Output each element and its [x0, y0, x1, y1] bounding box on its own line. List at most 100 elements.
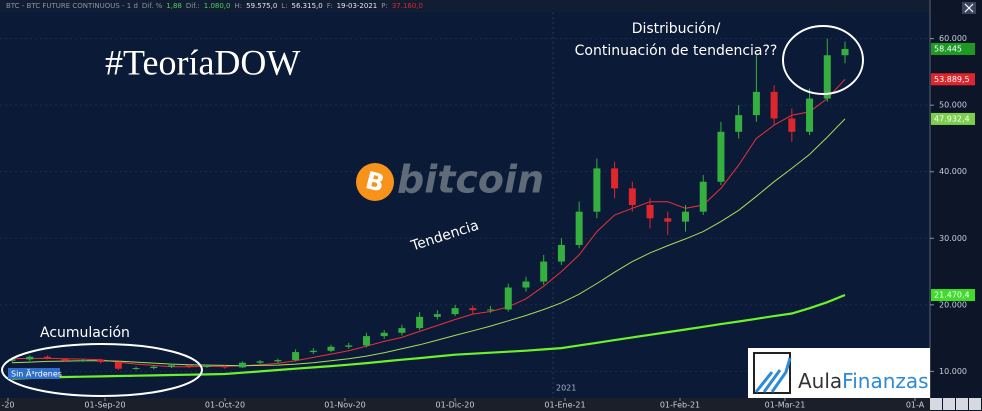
candle-body [8, 359, 16, 361]
candle-body [487, 309, 495, 311]
candle-body [735, 115, 743, 132]
moving-average [11, 118, 846, 367]
candle-body [593, 168, 601, 212]
header-item: 19-03-2021 [337, 2, 378, 10]
header-item: H: [234, 2, 242, 10]
x-tick-label: 01-Nov-20 [324, 401, 366, 410]
x-tick-label: 01-Dic-20 [436, 401, 475, 410]
bitcoin-logo-text: bitcoin [397, 158, 544, 202]
bottom-axis [0, 398, 930, 411]
candle-body [823, 55, 831, 99]
candle-body [557, 244, 565, 262]
x-tick-label: 01-Mar-21 [765, 401, 806, 410]
header-item: 1.080,0 [204, 2, 231, 10]
toolbar-button[interactable] [956, 398, 968, 410]
candle-body [681, 211, 689, 222]
price-tag-label: 58.445 [934, 44, 962, 53]
candle-body [699, 181, 707, 212]
candle-body [203, 366, 211, 368]
bitcoin-icon [356, 163, 394, 201]
plot [8, 38, 849, 380]
candle-body [132, 368, 140, 370]
annotation: Continuación de tendencia?? [575, 43, 778, 59]
candle-body [504, 287, 512, 310]
candle-body [221, 366, 229, 368]
header-item: 1,88 [166, 2, 182, 10]
candle-body [274, 360, 282, 362]
brand-part: Finanzas [842, 369, 928, 393]
candle-body [522, 281, 530, 288]
header-bar [0, 0, 930, 12]
price-tag [931, 42, 975, 55]
x-tick-label: 01-Oct-20 [205, 401, 245, 410]
candle-body [26, 356, 34, 360]
candle-body [150, 366, 158, 369]
x-tick-label: -20 [1, 401, 14, 410]
annotation: Distribución/ [632, 21, 721, 37]
price-tag-label: 47.932,4 [934, 114, 970, 123]
price-tag [931, 73, 975, 86]
y-tick-label: 20.000 [939, 300, 967, 309]
candle-body [841, 48, 849, 56]
toolbar-button[interactable] [943, 398, 955, 410]
header-item: F: [327, 2, 333, 10]
year-label: 2021 [556, 384, 576, 393]
y-tick-label: 30.000 [939, 234, 967, 243]
highlight-ellipse [1, 343, 203, 397]
candle-body [469, 308, 477, 311]
y-tick-label: 10.000 [939, 367, 967, 376]
chart-title: #TeoríaDOW [105, 42, 300, 82]
header-item: L: [281, 2, 287, 10]
candle-body [611, 168, 619, 189]
header: BTC - BTC FUTURE CONTINUOUS - 1 d Dif. % 1… [6, 2, 423, 10]
candle-body [770, 91, 778, 119]
candle-body [717, 131, 725, 182]
candle-body [380, 332, 388, 337]
x-tick-label: 01-Ene-21 [544, 401, 585, 410]
candle-body [628, 188, 636, 205]
header-item: 56.315,0 [292, 2, 323, 10]
price-tag-label: 53.889,5 [934, 75, 970, 84]
y-tick-label: 50.000 [939, 101, 967, 110]
candle-body [309, 350, 317, 353]
candle-body [664, 218, 672, 222]
orders-label: Sin Ã³rdenes [11, 369, 62, 379]
candle-body [575, 211, 583, 245]
candle-body [292, 352, 300, 361]
x-tick-label: 01-A [906, 401, 925, 410]
candle-body [788, 118, 796, 132]
brand-icon [754, 357, 792, 393]
price-tag-label: 21.470,4 [934, 291, 970, 300]
x-tick-label: 01-Sep-20 [84, 401, 125, 410]
candle-body [114, 362, 122, 369]
brand: AulaFinanzas [798, 369, 929, 393]
candle-body [345, 345, 353, 347]
header-item: P: [381, 2, 388, 10]
orders-badge [8, 368, 60, 379]
right-axis [930, 0, 982, 411]
header-item: Dif. % [142, 2, 163, 10]
candle-body [238, 362, 246, 368]
price-tag [931, 112, 975, 125]
y-tick-label: 60.000 [939, 34, 967, 43]
candle-body [806, 98, 814, 132]
toolbar-button[interactable] [930, 398, 942, 410]
candle-body [61, 358, 69, 361]
candle-body [752, 91, 760, 116]
candle-body [646, 205, 654, 219]
header-item: 59.575,0 [246, 2, 277, 10]
candle-body [433, 314, 441, 317]
candle-body [256, 361, 264, 363]
candle-body [168, 365, 176, 367]
close-icon [964, 3, 974, 13]
candle-body [362, 336, 370, 346]
header-item: 37.160,0 [392, 2, 423, 10]
toolbar-button[interactable] [969, 398, 981, 410]
y-tick-label: 40.000 [939, 167, 967, 176]
candle-body [97, 360, 105, 363]
candle-body [540, 261, 548, 282]
candle-body [185, 365, 193, 367]
candle-body [79, 360, 87, 362]
moving-average [11, 293, 846, 380]
